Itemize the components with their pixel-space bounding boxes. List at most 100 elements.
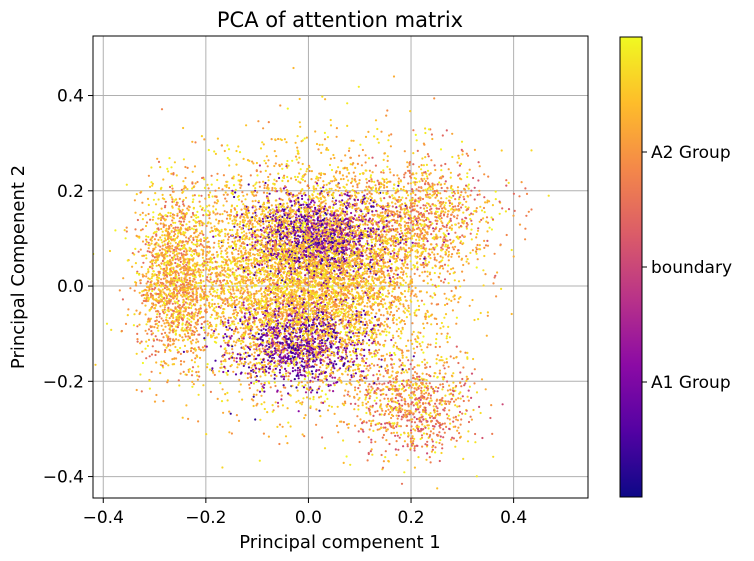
scatter-point (244, 249, 247, 252)
scatter-point (400, 399, 403, 402)
scatter-point (416, 299, 419, 302)
scatter-point (139, 229, 143, 232)
scatter-point (200, 135, 203, 138)
scatter-point (204, 197, 207, 200)
scatter-point (138, 291, 141, 294)
scatter-point (472, 408, 475, 412)
scatter-point (341, 174, 344, 177)
scatter-point (341, 337, 344, 340)
scatter-point (314, 337, 317, 340)
scatter-point (325, 383, 328, 386)
scatter-point (165, 321, 168, 324)
scatter-point (445, 425, 448, 428)
scatter-point (451, 309, 454, 312)
scatter-point (416, 266, 419, 269)
scatter-point (382, 330, 386, 333)
scatter-point (345, 455, 348, 458)
scatter-point (327, 365, 330, 368)
scatter-point (257, 120, 260, 123)
scatter-point (366, 459, 369, 462)
scatter-point (195, 323, 198, 326)
scatter-point (413, 416, 416, 419)
scatter-point (446, 380, 449, 383)
scatter-point (442, 267, 445, 270)
scatter-point (312, 197, 315, 200)
scatter-point (269, 173, 272, 176)
scatter-point (328, 358, 331, 361)
scatter-point (239, 292, 242, 295)
scatter-point (220, 360, 223, 363)
scatter-point (233, 304, 236, 307)
scatter-point (455, 345, 458, 348)
scatter-point (239, 342, 243, 345)
scatter-point (435, 207, 438, 210)
scatter-point (407, 432, 410, 435)
scatter-point (376, 138, 379, 141)
scatter-point (261, 364, 264, 367)
scatter-point (427, 343, 430, 346)
scatter-point (417, 304, 421, 308)
scatter-point (413, 204, 416, 208)
scatter-point (366, 270, 369, 273)
scatter-point (133, 253, 136, 256)
scatter-point (365, 287, 368, 290)
scatter-point (186, 313, 189, 317)
scatter-point (371, 186, 375, 189)
scatter-point (445, 190, 448, 193)
scatter-point (385, 334, 388, 337)
scatter-point (441, 134, 444, 137)
scatter-point (429, 461, 432, 464)
scatter-point (277, 405, 280, 408)
scatter-point (260, 241, 263, 244)
scatter-point (208, 213, 211, 216)
scatter-point (278, 371, 281, 374)
scatter-point (403, 471, 406, 474)
scatter-point (250, 219, 253, 222)
scatter-point (397, 307, 400, 310)
scatter-point (505, 179, 508, 182)
scatter-point (446, 389, 449, 392)
scatter-point (203, 239, 206, 242)
scatter-point (246, 243, 249, 247)
scatter-point (214, 189, 217, 192)
scatter-point (397, 243, 400, 246)
scatter-point (187, 332, 190, 335)
scatter-point (408, 163, 411, 167)
scatter-point (399, 425, 402, 428)
scatter-point (169, 344, 172, 347)
scatter-point (448, 272, 451, 275)
scatter-point (413, 232, 417, 235)
scatter-point (156, 276, 159, 279)
scatter-point (209, 278, 212, 281)
scatter-point (198, 333, 201, 336)
scatter-point (460, 418, 463, 421)
scatter-point (195, 371, 198, 374)
scatter-point (268, 231, 271, 234)
scatter-point (321, 143, 324, 146)
scatter-point (219, 247, 222, 250)
scatter-point (158, 315, 161, 318)
scatter-point (396, 231, 399, 234)
scatter-point (306, 366, 309, 369)
scatter-point (211, 294, 214, 297)
scatter-point (410, 420, 413, 423)
scatter-point (357, 430, 360, 433)
scatter-point (226, 255, 229, 258)
scatter-point (298, 235, 302, 238)
scatter-point (333, 376, 337, 379)
scatter-point (310, 170, 313, 173)
scatter-point (367, 227, 370, 230)
scatter-point (286, 321, 289, 324)
scatter-point (370, 424, 373, 427)
scatter-point (303, 435, 306, 438)
scatter-point (490, 228, 493, 231)
scatter-point (209, 293, 212, 296)
scatter-point (354, 372, 357, 375)
scatter-point (327, 218, 330, 221)
scatter-point (353, 226, 356, 229)
scatter-point (226, 373, 229, 376)
scatter-point (375, 383, 378, 386)
scatter-point (199, 232, 202, 235)
scatter-point (177, 274, 180, 277)
scatter-point (324, 98, 327, 101)
